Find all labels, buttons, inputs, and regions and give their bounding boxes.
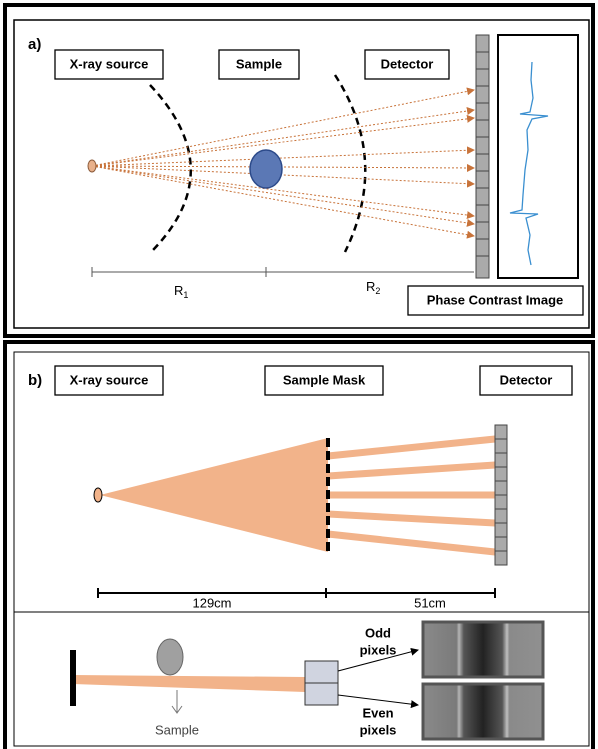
beam [328, 465, 495, 476]
detector [495, 425, 507, 565]
distance-label: R1 [174, 283, 188, 300]
subscript: 2 [375, 286, 380, 296]
image-box [498, 35, 578, 278]
panel-a: a) X-ray source Sample Detector R1 R2 Ph… [5, 5, 593, 336]
beam [328, 514, 495, 523]
sample-label: Sample [155, 722, 199, 737]
odd-label: Odd [365, 625, 391, 640]
sample [157, 639, 183, 675]
ray [92, 90, 474, 166]
beam [73, 675, 305, 692]
label: Detector [381, 56, 434, 71]
distance-label: 51cm [414, 595, 446, 610]
label: Sample Mask [283, 372, 366, 387]
arrow [338, 695, 418, 705]
wavefront [335, 75, 365, 252]
distance-label: R2 [366, 279, 380, 296]
symbol: R [174, 283, 183, 298]
sample [250, 150, 282, 188]
beams [328, 439, 495, 552]
symbol: R [366, 279, 375, 294]
source [94, 488, 102, 502]
ray [92, 166, 474, 224]
panel-tag: b) [28, 372, 42, 389]
ray [92, 118, 474, 166]
ray [92, 166, 474, 236]
cone [100, 438, 328, 552]
arrow [172, 690, 182, 713]
caption: Phase Contrast Image [427, 292, 564, 307]
label: Sample [236, 56, 282, 71]
ray [92, 166, 474, 216]
even-image [423, 684, 543, 739]
ray [92, 166, 474, 184]
mask [70, 650, 76, 706]
even-label: pixels [360, 722, 397, 737]
source [88, 160, 96, 172]
rays [92, 90, 474, 236]
detector [476, 35, 489, 278]
figure: a) X-ray source Sample Detector R1 R2 Ph… [0, 0, 598, 749]
label: X-ray source [70, 372, 149, 387]
label: Detector [500, 372, 553, 387]
beam [328, 439, 495, 456]
odd-image [423, 622, 543, 677]
beam [328, 534, 495, 552]
label: X-ray source [70, 56, 149, 71]
distance-label: 129cm [192, 595, 231, 610]
ray [92, 110, 474, 166]
panel-tag: a) [28, 36, 41, 53]
wavefront [150, 85, 191, 250]
panel-b: b) X-ray source Sample Mask Detector 129… [5, 342, 593, 749]
detector-bar [476, 35, 489, 278]
ray [92, 166, 474, 168]
odd-label: pixels [360, 642, 397, 657]
subscript: 1 [183, 290, 188, 300]
even-label: Even [362, 705, 393, 720]
